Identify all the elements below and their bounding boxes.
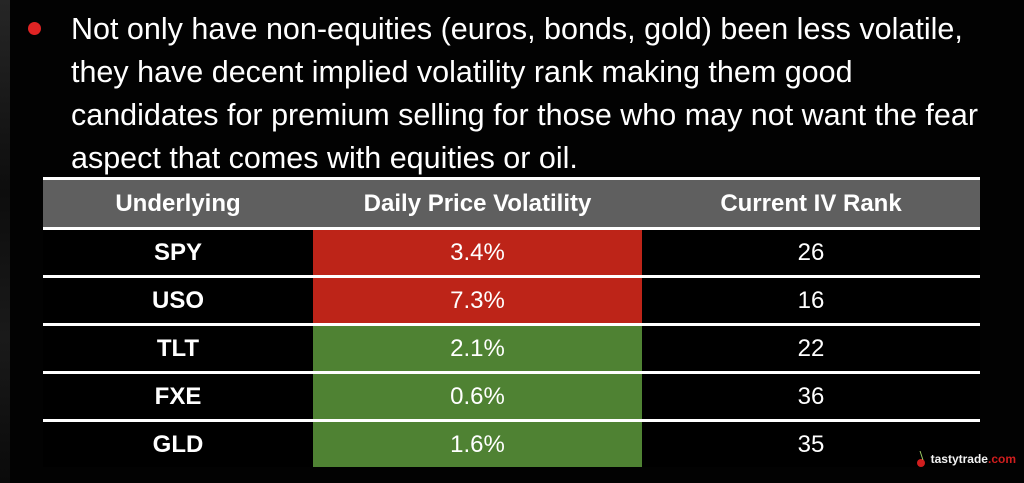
bullet-point: Not only have non-equities (euros, bonds… bbox=[28, 8, 998, 180]
table-row: FXE 0.6% 36 bbox=[43, 371, 980, 421]
table-row: GLD 1.6% 35 bbox=[43, 419, 980, 467]
bullet-text: Not only have non-equities (euros, bonds… bbox=[71, 12, 978, 175]
table-header-row: Underlying Daily Price Volatility Curren… bbox=[43, 177, 980, 229]
underlying-cell: USO bbox=[43, 275, 313, 325]
iv-rank-cell: 36 bbox=[642, 371, 980, 421]
tastytrade-logo: tastytrade .com bbox=[915, 451, 1016, 467]
iv-rank-cell: 26 bbox=[642, 227, 980, 277]
cherry-icon bbox=[915, 451, 929, 467]
logo-name: tastytrade bbox=[930, 452, 988, 466]
table-row: SPY 3.4% 26 bbox=[43, 227, 980, 277]
iv-rank-cell: 22 bbox=[642, 323, 980, 373]
underlying-cell: FXE bbox=[43, 371, 313, 421]
iv-rank-cell: 16 bbox=[642, 275, 980, 325]
logo-suffix: .com bbox=[987, 452, 1016, 466]
volatility-cell: 3.4% bbox=[313, 227, 642, 277]
underlying-cell: SPY bbox=[43, 227, 313, 277]
header-daily-price-volatility: Daily Price Volatility bbox=[313, 177, 642, 229]
bullet-icon bbox=[28, 22, 41, 35]
header-current-iv-rank: Current IV Rank bbox=[642, 177, 980, 229]
slide: Not only have non-equities (euros, bonds… bbox=[10, 0, 1024, 483]
volatility-cell: 1.6% bbox=[313, 419, 642, 467]
underlying-cell: GLD bbox=[43, 419, 313, 467]
volatility-cell: 7.3% bbox=[313, 275, 642, 325]
volatility-table: Underlying Daily Price Volatility Curren… bbox=[43, 177, 980, 467]
header-underlying: Underlying bbox=[43, 177, 313, 229]
volatility-cell: 0.6% bbox=[313, 371, 642, 421]
left-window-edge bbox=[0, 0, 10, 483]
table-row: USO 7.3% 16 bbox=[43, 275, 980, 325]
underlying-cell: TLT bbox=[43, 323, 313, 373]
table-row: TLT 2.1% 22 bbox=[43, 323, 980, 373]
volatility-cell: 2.1% bbox=[313, 323, 642, 373]
